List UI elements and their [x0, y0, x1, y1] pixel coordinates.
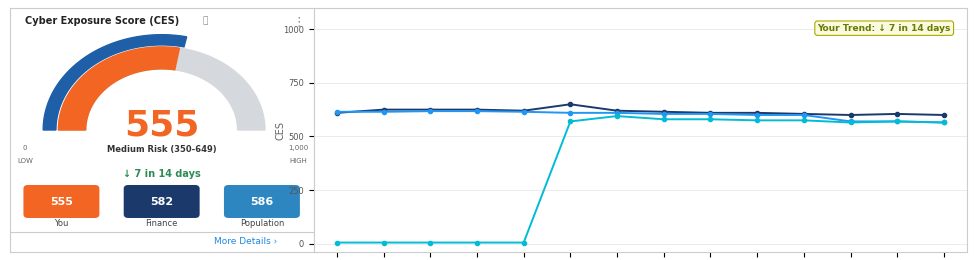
- Text: 555: 555: [50, 197, 73, 207]
- Text: HIGH: HIGH: [289, 158, 308, 164]
- Polygon shape: [59, 47, 180, 130]
- Text: 582: 582: [150, 197, 173, 207]
- Polygon shape: [59, 47, 265, 130]
- Text: Your Trend: ↓ 7 in 14 days: Your Trend: ↓ 7 in 14 days: [818, 24, 951, 33]
- FancyBboxPatch shape: [224, 185, 300, 218]
- Text: 586: 586: [250, 197, 274, 207]
- Text: LOW: LOW: [17, 158, 33, 164]
- Polygon shape: [43, 35, 187, 130]
- FancyBboxPatch shape: [124, 185, 199, 218]
- Text: ↓ 7 in 14 days: ↓ 7 in 14 days: [123, 169, 200, 179]
- Text: You: You: [55, 219, 68, 228]
- Text: More Details ›: More Details ›: [214, 237, 277, 246]
- Text: Population: Population: [239, 219, 284, 228]
- Text: 0: 0: [22, 145, 27, 151]
- FancyBboxPatch shape: [23, 185, 100, 218]
- Text: ⋮: ⋮: [292, 16, 305, 29]
- Text: 555: 555: [124, 108, 199, 142]
- Text: Medium Risk (350-649): Medium Risk (350-649): [106, 145, 217, 154]
- Text: Finance: Finance: [146, 219, 178, 228]
- Text: Cyber Exposure Score (CES): Cyber Exposure Score (CES): [25, 16, 179, 26]
- Text: ⓘ: ⓘ: [202, 16, 208, 25]
- Y-axis label: CES: CES: [276, 120, 285, 140]
- Text: 1,000: 1,000: [288, 145, 309, 151]
